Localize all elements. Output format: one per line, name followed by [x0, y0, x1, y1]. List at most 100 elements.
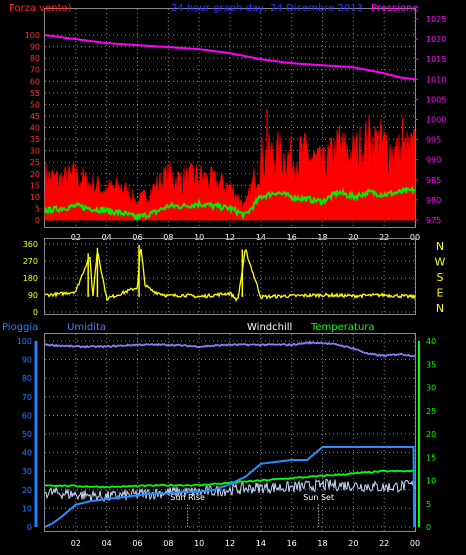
y-tick-label-right: 980: [426, 196, 441, 205]
x-tick-label: 14: [256, 539, 266, 548]
y-tick-label-right: 30: [426, 384, 436, 393]
panel-rain-grid: [45, 334, 416, 531]
series-rain: [44, 446, 416, 528]
x-tick-label: 06: [132, 233, 142, 242]
y-tick-label-direction: 270: [23, 257, 38, 266]
y-tick-label-right: 1000: [426, 116, 446, 125]
y-tick-label-right: 10: [426, 477, 436, 486]
x-tick-label: 12: [225, 539, 235, 548]
y-tick-label-left: 90: [22, 356, 32, 365]
header-date-label: 24 hour graph day, 24 Dicembre 2013: [171, 3, 363, 14]
y-tick-label-left: 50: [22, 430, 32, 439]
compass-label-w: W: [435, 256, 446, 269]
series-windchill: [44, 478, 416, 503]
compass-label-n: N: [436, 240, 444, 253]
y-tick-label-left: 30: [22, 467, 32, 476]
compass-label-s: S: [437, 271, 444, 284]
x-tick-label: 18: [317, 233, 327, 242]
y-tick-label-right: 40: [426, 337, 436, 346]
series-temperature: [44, 469, 416, 489]
y-tick-label-right: 975: [426, 216, 441, 225]
panel-rain-axes: 0102030405060708090100051015202530354002…: [17, 337, 436, 548]
series-humidity: [44, 340, 416, 358]
panel-direction-grid: [45, 239, 416, 314]
x-tick-label: 20: [348, 233, 358, 242]
panel-wind-axes: 0510152025303540455055607080901009759809…: [25, 15, 447, 242]
y-tick-label-direction: 360: [23, 240, 38, 249]
x-tick-label: 22: [379, 233, 389, 242]
y-tick-label-left: 30: [30, 147, 40, 156]
y-tick-label-left: 70: [22, 393, 32, 402]
y-tick-label-direction: 90: [28, 291, 38, 300]
y-tick-label-left: 60: [30, 77, 40, 86]
header-pressure-label: Pressione: [371, 3, 419, 14]
y-tick-label-direction: 180: [23, 274, 38, 283]
panel-wind-plot: [44, 34, 416, 222]
windchill-label: Windchill: [247, 322, 292, 333]
y-tick-label-left: 15: [30, 181, 40, 190]
x-tick-label: 08: [163, 233, 173, 242]
y-tick-label-right: 1020: [426, 35, 446, 44]
x-tick-label: 02: [71, 539, 81, 548]
x-tick-label: 04: [102, 539, 112, 548]
y-tick-label-left: 80: [22, 374, 32, 383]
y-tick-label-left: 90: [30, 43, 40, 52]
x-tick-label: 08: [163, 539, 173, 548]
y-tick-label-left: 25: [30, 158, 40, 167]
y-tick-label-left: 50: [30, 100, 40, 109]
y-tick-label-left: 55: [30, 89, 40, 98]
x-tick-label: 00: [410, 233, 420, 242]
rain-axis-label: Pioggia: [2, 322, 38, 333]
x-tick-label: 12: [225, 233, 235, 242]
series-pressure: [44, 34, 416, 81]
x-tick-label: 06: [132, 539, 142, 548]
y-tick-label-left: 70: [30, 66, 40, 75]
y-tick-label-left: 0: [27, 523, 32, 532]
y-tick-label-left: 0: [35, 216, 40, 225]
y-tick-label-right: 35: [426, 360, 436, 369]
x-tick-label: 04: [102, 233, 112, 242]
humidity-axis-label: Umidita: [67, 322, 106, 333]
y-tick-label-left: 10: [22, 504, 32, 513]
y-tick-label-right: 15: [426, 453, 436, 462]
x-tick-label: 20: [348, 539, 358, 548]
y-tick-label-left: 40: [22, 449, 32, 458]
y-tick-label-right: 1010: [426, 75, 446, 84]
x-tick-label: 10: [194, 233, 204, 242]
y-tick-label-right: 990: [426, 156, 441, 165]
y-tick-label-right: 25: [426, 407, 436, 416]
compass-label-n: N: [436, 302, 444, 315]
compass-label-e: E: [437, 287, 444, 300]
y-tick-label-right: 0: [426, 523, 431, 532]
series-wind-direction: [45, 248, 416, 303]
y-tick-label-right: 995: [426, 136, 441, 145]
y-tick-label-left: 20: [30, 170, 40, 179]
sun-set-label: Sun Set: [303, 493, 334, 502]
panel-wind-pressure: 0510152025303540455055607080901009759809…: [25, 8, 447, 242]
y-tick-label-left: 80: [30, 54, 40, 63]
x-tick-label: 00: [410, 539, 420, 548]
x-tick-label: 02: [71, 233, 81, 242]
x-tick-label: 10: [194, 539, 204, 548]
series-wind-gust: [44, 115, 416, 221]
y-tick-label-left: 60: [22, 411, 32, 420]
panel-rain-frame: [44, 333, 416, 532]
y-tick-label-left: 35: [30, 135, 40, 144]
y-tick-label-left: 100: [25, 31, 40, 40]
panel-direction: 0 90 180 270 360: [23, 238, 416, 317]
panel-direction-plot: [45, 244, 416, 303]
y-tick-label-right: 20: [426, 430, 436, 439]
y-tick-label-right: 1015: [426, 55, 446, 64]
temperature-label: Temperatura: [310, 322, 375, 333]
y-tick-label-left: 40: [30, 124, 40, 133]
y-tick-label-left: 45: [30, 112, 40, 121]
x-tick-label: 18: [317, 539, 327, 548]
panel-direction-frame: [44, 238, 416, 315]
panel-rain-humidity: Sun Rise Sun Set 010203040506070809010005…: [17, 333, 436, 548]
y-tick-label-right: 5: [426, 500, 431, 509]
header-wind-label: Forza vento): [9, 3, 72, 14]
y-tick-label-direction: 0: [33, 308, 38, 317]
x-tick-label: 22: [379, 539, 389, 548]
